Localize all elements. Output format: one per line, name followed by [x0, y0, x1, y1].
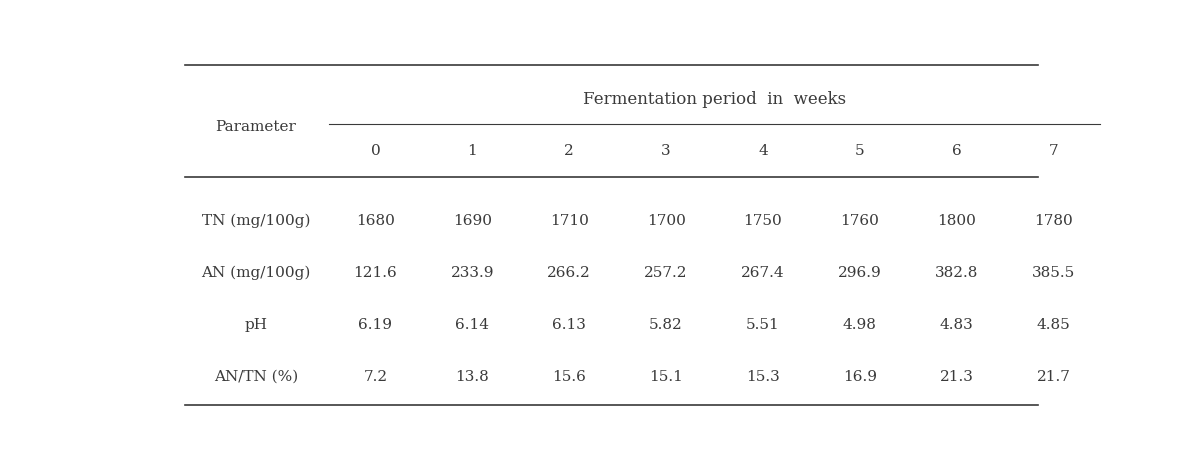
Text: 233.9: 233.9	[451, 266, 494, 280]
Text: 1800: 1800	[938, 214, 977, 228]
Text: 266.2: 266.2	[547, 266, 591, 280]
Text: 6.14: 6.14	[456, 318, 489, 332]
Text: 15.1: 15.1	[649, 370, 683, 384]
Text: 5: 5	[855, 144, 864, 158]
Text: 6.13: 6.13	[552, 318, 586, 332]
Text: 1710: 1710	[549, 214, 588, 228]
Text: 267.4: 267.4	[741, 266, 785, 280]
Text: 4.83: 4.83	[940, 318, 973, 332]
Text: AN (mg/100g): AN (mg/100g)	[201, 266, 310, 280]
Text: 5.82: 5.82	[649, 318, 683, 332]
Text: 2: 2	[565, 144, 574, 158]
Text: 13.8: 13.8	[456, 370, 489, 384]
Text: 1780: 1780	[1035, 214, 1073, 228]
Text: Parameter: Parameter	[215, 120, 296, 134]
Text: 1: 1	[468, 144, 477, 158]
Text: 6: 6	[952, 144, 961, 158]
Text: 16.9: 16.9	[843, 370, 877, 384]
Text: 385.5: 385.5	[1032, 266, 1075, 280]
Text: 4.85: 4.85	[1037, 318, 1070, 332]
Text: 7: 7	[1049, 144, 1058, 158]
Text: 21.3: 21.3	[940, 370, 973, 384]
Text: 257.2: 257.2	[644, 266, 688, 280]
Text: 0: 0	[371, 144, 380, 158]
Text: pH: pH	[244, 318, 268, 332]
Text: 1750: 1750	[744, 214, 783, 228]
Text: 21.7: 21.7	[1037, 370, 1070, 384]
Text: TN (mg/100g): TN (mg/100g)	[201, 214, 310, 228]
Text: 1680: 1680	[356, 214, 394, 228]
Text: 4.98: 4.98	[843, 318, 877, 332]
Text: 296.9: 296.9	[838, 266, 882, 280]
Text: 1690: 1690	[452, 214, 491, 228]
Text: 5.51: 5.51	[746, 318, 780, 332]
Text: 3: 3	[662, 144, 671, 158]
Text: 15.3: 15.3	[746, 370, 780, 384]
Text: AN/TN (%): AN/TN (%)	[213, 370, 298, 384]
Text: 1700: 1700	[646, 214, 686, 228]
Text: 382.8: 382.8	[935, 266, 978, 280]
Text: 4: 4	[758, 144, 768, 158]
Text: 7.2: 7.2	[363, 370, 387, 384]
Text: 1760: 1760	[841, 214, 880, 228]
Text: Fermentation period  in  weeks: Fermentation period in weeks	[583, 91, 847, 108]
Text: 15.6: 15.6	[552, 370, 586, 384]
Text: 6.19: 6.19	[359, 318, 392, 332]
Text: 121.6: 121.6	[354, 266, 398, 280]
